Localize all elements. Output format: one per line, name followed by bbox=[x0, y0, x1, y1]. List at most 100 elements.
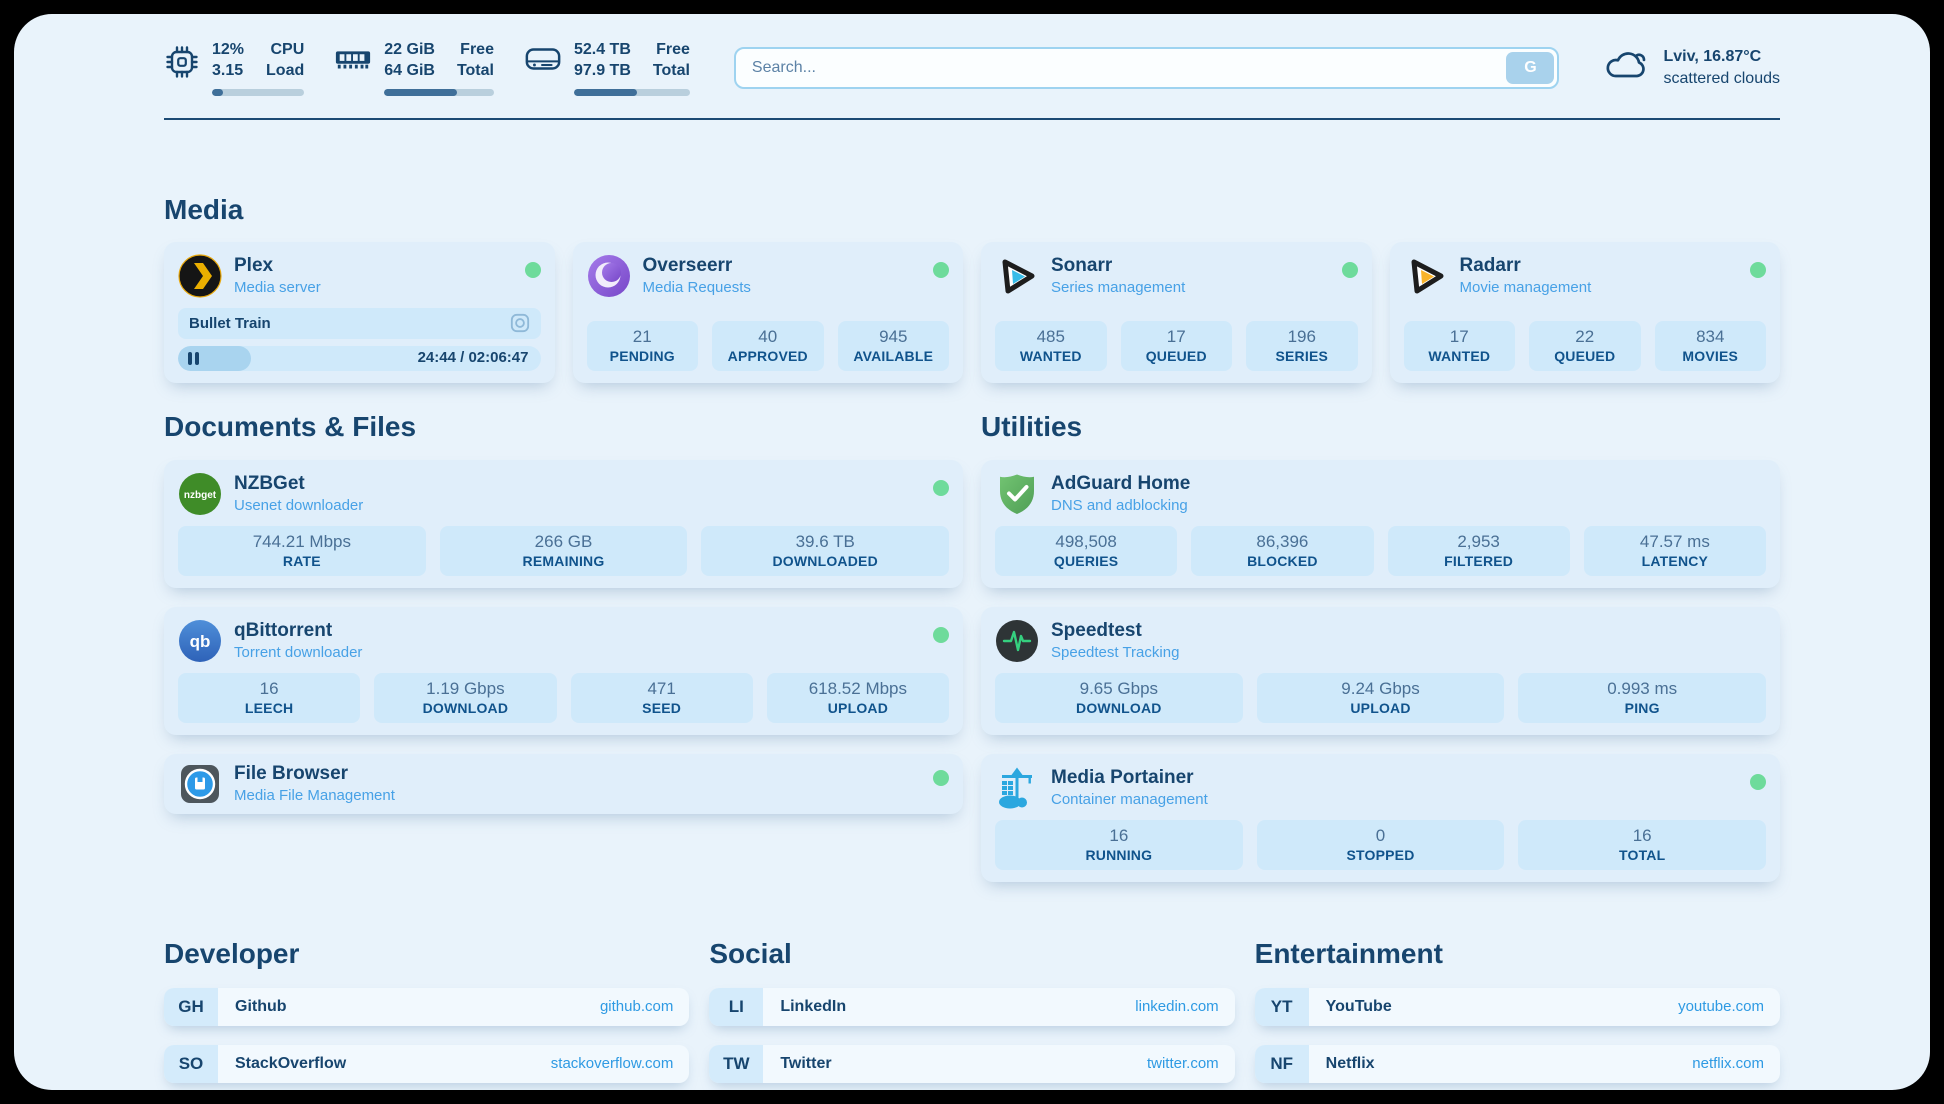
portainer-card[interactable]: Media Portainer Container management 16 … bbox=[981, 753, 1780, 882]
stat-label: LATENCY bbox=[1641, 552, 1709, 569]
service-description: Series management bbox=[1051, 279, 1186, 297]
search-engine-button[interactable]: G bbox=[1506, 51, 1555, 84]
sonarr-icon bbox=[995, 254, 1039, 298]
section-title-developer: Developer bbox=[164, 937, 300, 969]
status-online-dot bbox=[1750, 261, 1766, 278]
now-playing-row: Bullet Train bbox=[178, 307, 541, 339]
stat-label: FILTERED bbox=[1444, 552, 1514, 569]
header-divider bbox=[164, 117, 1780, 120]
service-name: AdGuard Home bbox=[1051, 473, 1191, 495]
stat-box: 196 SERIES bbox=[1246, 320, 1358, 371]
service-name: Plex bbox=[234, 255, 274, 277]
stat-box: 9.65 Gbps DOWNLOAD bbox=[995, 672, 1243, 723]
stat-value: 21 bbox=[632, 326, 652, 346]
cpu-usage-bar bbox=[212, 88, 305, 96]
bookmark-url[interactable]: github.com bbox=[599, 998, 674, 1016]
weather-widget: Lviv, 16.87°C scattered clouds bbox=[1603, 46, 1780, 89]
stat-label: APPROVED bbox=[727, 347, 808, 364]
bookmark-stackoverflow[interactable]: SO StackOverflow stackoverflow.com bbox=[164, 1044, 690, 1083]
stat-label: UPLOAD bbox=[1350, 699, 1411, 716]
pause-icon[interactable] bbox=[188, 351, 199, 365]
bookmark-url[interactable]: twitter.com bbox=[1146, 1055, 1219, 1073]
memory-total-value: 64 GiB bbox=[384, 61, 435, 79]
bookmark-netflix[interactable]: NF Netflix netflix.com bbox=[1254, 1044, 1780, 1083]
section-title-social: Social bbox=[709, 937, 792, 969]
bookmark-twitter[interactable]: TW Twitter twitter.com bbox=[709, 1044, 1235, 1083]
radarr-card[interactable]: Radarr Movie management 17 WANTED 22 QUE… bbox=[1389, 241, 1780, 383]
stat-value: 471 bbox=[647, 678, 676, 698]
stat-label: STOPPED bbox=[1346, 846, 1415, 863]
cpu-label-bottom: Load bbox=[266, 61, 305, 79]
stat-value: 86,396 bbox=[1256, 531, 1309, 551]
status-online-dot bbox=[933, 261, 949, 278]
dashboard-panel: 12% 3.15 CPU Load bbox=[14, 14, 1930, 1090]
bookmark-github[interactable]: GH Github github.com bbox=[164, 987, 690, 1026]
sonarr-card[interactable]: Sonarr Series management 485 WANTED 17 Q… bbox=[981, 241, 1372, 383]
status-online-dot bbox=[933, 769, 949, 786]
stat-value: 16 bbox=[259, 678, 279, 698]
bookmark-url[interactable]: youtube.com bbox=[1678, 998, 1764, 1016]
stat-label: REMAINING bbox=[522, 552, 605, 569]
bookmark-abbr: TW bbox=[709, 1044, 764, 1083]
stat-box: 0 STOPPED bbox=[1256, 819, 1505, 870]
stat-label: QUEUED bbox=[1145, 347, 1207, 364]
stat-label: PENDING bbox=[609, 347, 675, 364]
disk-usage-bar-fill bbox=[573, 88, 637, 96]
stat-value: 2,953 bbox=[1457, 531, 1500, 551]
bookmark-url[interactable]: linkedin.com bbox=[1135, 998, 1219, 1016]
bookmark-youtube[interactable]: YT YouTube youtube.com bbox=[1254, 987, 1780, 1026]
nzbget-card[interactable]: nzbget NZBGet Usenet downloader 744.21 M… bbox=[164, 459, 963, 588]
bookmark-url[interactable]: netflix.com bbox=[1692, 1055, 1764, 1073]
stat-value: 16 bbox=[1632, 825, 1652, 845]
bookmark-linkedin[interactable]: LI LinkedIn linkedin.com bbox=[709, 987, 1235, 1026]
speedtest-card[interactable]: Speedtest Speedtest Tracking 9.65 Gbps D… bbox=[981, 606, 1780, 735]
developer-bookmarks: Developer GH Github github.com SO StackO… bbox=[164, 937, 690, 1090]
utilities-section: Utilities AdGuard Home DNS and adblockin… bbox=[981, 411, 1780, 882]
stat-value: 47.57 ms bbox=[1639, 531, 1710, 551]
stat-label: MOVIES bbox=[1682, 347, 1739, 364]
stat-box: 16 TOTAL bbox=[1518, 819, 1767, 870]
bookmark-url[interactable]: stackoverflow.com bbox=[550, 1055, 674, 1073]
stat-label: UPLOAD bbox=[827, 699, 889, 716]
service-name: qBittorrent bbox=[234, 620, 333, 642]
adguard-card[interactable]: AdGuard Home DNS and adblocking 498,508 … bbox=[981, 459, 1780, 588]
stat-value: 40 bbox=[758, 326, 778, 346]
portainer-icon bbox=[995, 766, 1039, 810]
stat-label: RUNNING bbox=[1085, 846, 1153, 863]
stat-box: 618.52 Mbps UPLOAD bbox=[766, 672, 949, 723]
overseerr-card[interactable]: Overseerr Media Requests 21 PENDING 40 A… bbox=[572, 241, 963, 383]
status-online-dot bbox=[933, 626, 949, 643]
system-stats: 12% 3.15 CPU Load bbox=[164, 40, 690, 96]
stat-value: 0.993 ms bbox=[1607, 678, 1678, 698]
bookmark-name: LinkedIn bbox=[780, 997, 847, 1015]
nzbget-icon: nzbget bbox=[178, 472, 222, 516]
stat-value: 1.19 Gbps bbox=[426, 678, 505, 698]
stat-value: 0 bbox=[1375, 825, 1386, 845]
stat-value: 16 bbox=[1109, 825, 1129, 845]
qbittorrent-icon-text: qb bbox=[190, 632, 211, 651]
status-online-dot bbox=[933, 479, 949, 496]
stat-box: 834 MOVIES bbox=[1654, 320, 1766, 371]
stat-box: 0.993 ms PING bbox=[1518, 672, 1767, 723]
memory-icon bbox=[334, 44, 372, 79]
stat-label: RATE bbox=[282, 552, 321, 569]
cpu-usage-value: 12% bbox=[212, 41, 245, 58]
stat-label: LEECH bbox=[244, 699, 294, 716]
search-input[interactable] bbox=[733, 46, 1560, 89]
qbittorrent-card[interactable]: qb qBittorrent Torrent downloader 16 LEE… bbox=[164, 606, 963, 735]
memory-free-value: 22 GiB bbox=[384, 41, 435, 58]
weather-condition: scattered clouds bbox=[1663, 69, 1780, 87]
cpu-usage-bar-fill bbox=[212, 88, 224, 96]
status-online-dot bbox=[1750, 773, 1766, 790]
disk-label-bottom: Total bbox=[652, 61, 690, 79]
stat-value: 498,508 bbox=[1055, 531, 1117, 551]
disk-label-top: Free bbox=[656, 41, 690, 58]
filebrowser-card[interactable]: File Browser Media File Management bbox=[164, 753, 963, 814]
plex-card[interactable]: Plex Media server Bullet Train bbox=[164, 241, 555, 383]
stat-value: 9.24 Gbps bbox=[1341, 678, 1420, 698]
status-online-dot bbox=[1341, 261, 1358, 278]
now-playing-icon[interactable] bbox=[510, 313, 530, 333]
stat-box: 471 SEED bbox=[570, 672, 753, 723]
stat-value: 485 bbox=[1036, 326, 1065, 346]
bookmark-abbr: SO bbox=[164, 1044, 218, 1083]
